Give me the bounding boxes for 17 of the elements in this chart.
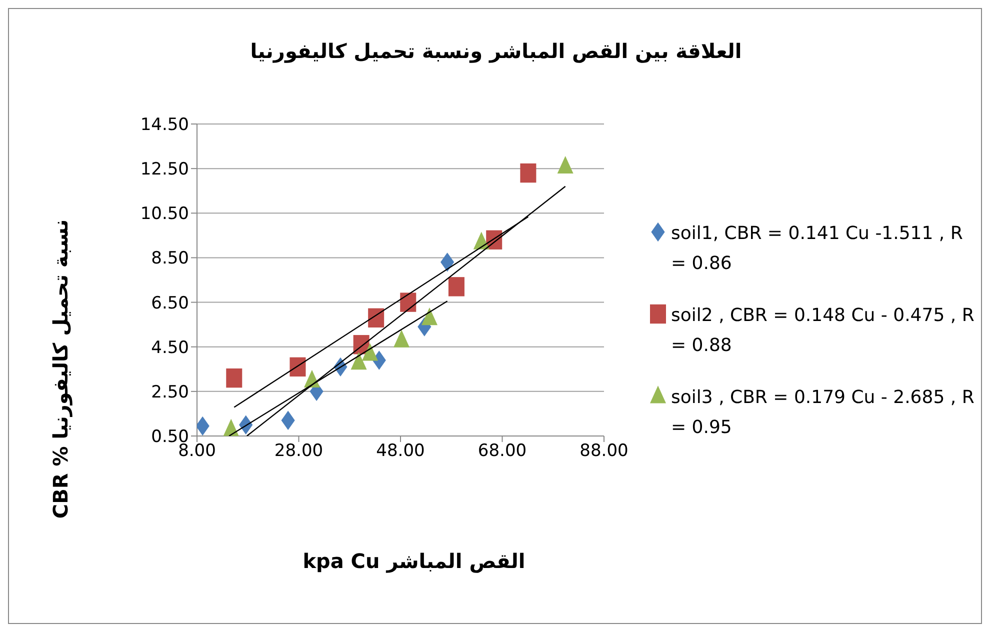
y-tick-label: 2.50: [151, 382, 189, 402]
y-axis-title: نسبة تحميل كاليفورنيا % CBR: [49, 219, 74, 519]
x-tick-label: 68.00: [478, 441, 527, 462]
legend-label: soil3 , CBR = 0.179 Cu - 2.685 , R = 0.95: [671, 386, 976, 440]
legend-label: soil1, CBR = 0.141 Cu -1.511 , R = 0.86: [671, 222, 964, 276]
x-tick-label: 28.00: [274, 441, 324, 462]
chart-title: العلاقة بين القص المباشر ونسبة تحميل كاليفورنيا: [250, 39, 742, 63]
y-tick-label: 12.50: [140, 160, 189, 180]
x-tick-label: 48.00: [376, 441, 425, 462]
y-tick-label: 14.50: [140, 115, 189, 136]
y-tick-label: 4.50: [151, 338, 189, 358]
y-tick-label: 6.50: [151, 293, 189, 314]
legend-label: soil2 , CBR = 0.148 Cu - 0.475 , R = 0.88: [671, 304, 976, 358]
y-tick-label: 8.50: [151, 248, 189, 269]
y-tick-label: 10.50: [140, 204, 189, 224]
x-tick-label: 88.00: [580, 441, 628, 462]
x-axis-title: القص المباشر kpa Cu: [302, 549, 526, 573]
